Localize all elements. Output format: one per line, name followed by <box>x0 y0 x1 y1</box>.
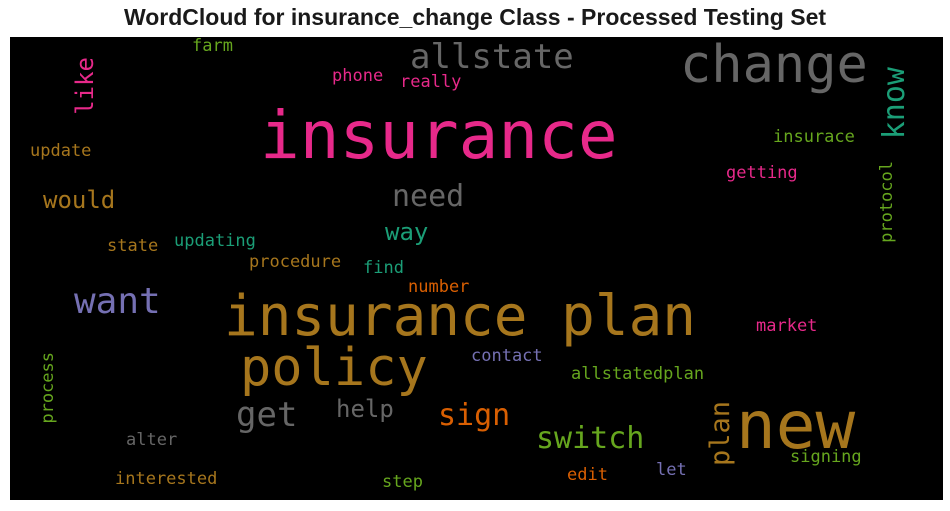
chart-title: WordCloud for insurance_change Class - P… <box>123 4 827 30</box>
word-like: like <box>71 57 99 115</box>
word-would: would <box>43 186 116 214</box>
word-insurace: insurace <box>773 127 855 147</box>
word-protocol: protocol <box>877 161 897 243</box>
word-contact: contact <box>471 346 543 366</box>
wordcloud-canvas: insurance plan insurance change new policy wa… <box>10 37 943 500</box>
word-new: new <box>736 387 856 464</box>
word-help: help <box>336 395 394 423</box>
word-change: change <box>680 37 868 95</box>
word-plan: plan <box>705 401 736 467</box>
word-signing: signing <box>790 447 862 467</box>
word-really: really <box>400 72 462 92</box>
word-want: want <box>74 281 161 322</box>
word-phone: phone <box>332 66 384 86</box>
word-number: number <box>408 277 470 297</box>
word-way: way <box>385 218 429 246</box>
word-allstate: allstate <box>410 37 574 77</box>
word-need: need <box>392 179 465 214</box>
word-let: let <box>656 460 687 480</box>
word-updating: updating <box>174 231 256 251</box>
word-insurance-plan: insurance plan <box>224 284 697 349</box>
word-find: find <box>363 258 404 278</box>
word-get: get <box>236 395 298 435</box>
word-know: know <box>877 67 912 140</box>
word-policy: policy <box>240 338 428 398</box>
word-alter: alter <box>126 430 178 450</box>
word-edit: edit <box>567 465 608 485</box>
word-update: update <box>30 141 92 161</box>
word-switch: switch <box>536 421 645 456</box>
word-interested: interested <box>115 469 218 489</box>
word-farm: farm <box>192 37 233 56</box>
word-getting: getting <box>726 163 798 183</box>
word-process: process <box>38 352 58 424</box>
word-state: state <box>107 236 159 256</box>
word-procedure: procedure <box>249 252 342 272</box>
word-sign: sign <box>438 398 511 433</box>
word-step: step <box>382 472 423 492</box>
word-market: market <box>756 316 818 336</box>
word-allstatedplan: allstatedplan <box>571 364 705 384</box>
word-insurance: insurance <box>260 97 618 174</box>
